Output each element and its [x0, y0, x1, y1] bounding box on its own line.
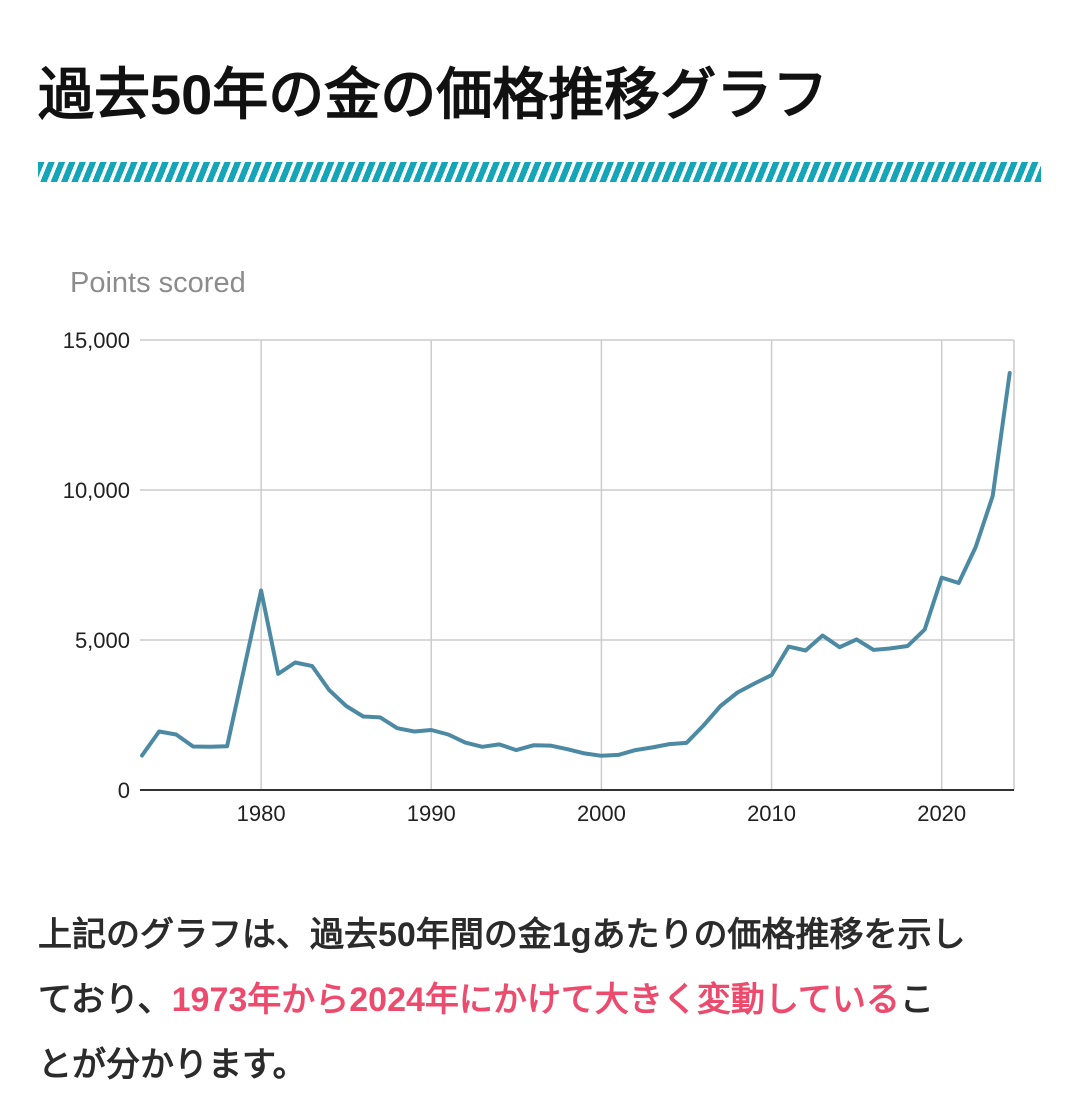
description-text: ており、: [38, 981, 172, 1019]
y-axis-tick-label: 10,000: [63, 478, 130, 503]
y-axis-tick-label: 15,000: [63, 328, 130, 353]
series-line: [140, 371, 1012, 758]
description-line-2: ており、1973年から2024年にかけて大きく変動しているこ: [38, 968, 1048, 1033]
description-line-3: とが分かります。: [38, 1033, 1048, 1098]
gold-price-line-chart: 0 5,000 10,000 15,000 1980 1990 2000 2010 2020: [63, 328, 1015, 826]
x-axis-tick-label: 2020: [917, 801, 966, 826]
description-line-1: 上記のグラフは、過去50年間の金1gあたりの価格推移を示し: [38, 903, 1048, 968]
y-axis-tick-label: 5,000: [75, 628, 130, 653]
description-paragraph: 上記のグラフは、過去50年間の金1gあたりの価格推移を示し ており、1973年か…: [38, 903, 1048, 1098]
page-title: 過去50年の金の価格推移グラフ: [38, 63, 829, 126]
description-text: 上記のグラフは、過去50年間の金1gあたりの価格推移を示し: [38, 916, 966, 954]
y-axis-tick-label: 0: [118, 778, 130, 803]
striped-divider: [38, 162, 1041, 182]
x-axis-tick-label: 2010: [747, 801, 796, 826]
description-text: とが分かります。: [38, 1046, 307, 1084]
gridlines: [140, 339, 1015, 791]
chart-title: Points scored: [70, 267, 246, 299]
axis-tick-labels: 0 5,000 10,000 15,000 1980 1990 2000 2010 2020: [63, 328, 966, 826]
description-text: こ: [899, 981, 934, 1019]
x-axis-tick-label: 1980: [237, 801, 286, 826]
x-axis-tick-label: 1990: [407, 801, 456, 826]
x-axis-tick-label: 2000: [577, 801, 626, 826]
description-highlight: 1973年から2024年にかけて大きく変動している: [171, 981, 900, 1019]
